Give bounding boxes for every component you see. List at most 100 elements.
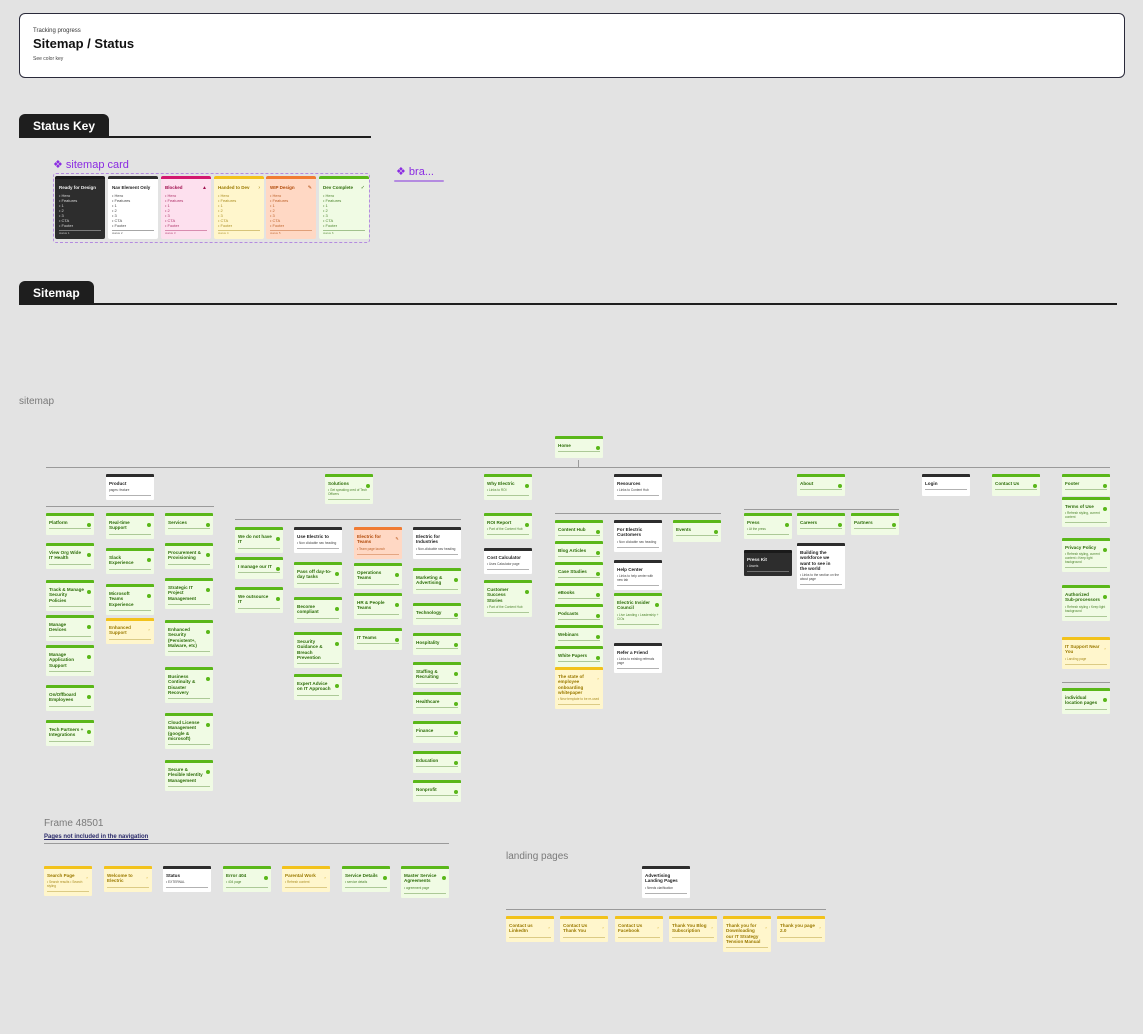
sitemap-card[interactable]: Staffing & Recruiting — [413, 662, 461, 688]
sitemap-card[interactable]: Events — [673, 520, 721, 542]
sitemap-card[interactable]: Expert Advice on IT Approach — [294, 674, 342, 700]
sitemap-card[interactable]: Hospitality — [413, 633, 461, 655]
sitemap-card[interactable]: We outsource IT — [235, 587, 283, 613]
sitemap-card[interactable]: eBooks — [555, 583, 603, 605]
sitemap-card[interactable]: We do not have IT — [235, 527, 283, 553]
sitemap-card[interactable]: Refer a Friend • Links to existing referr… — [614, 643, 662, 674]
sitemap-card[interactable]: Real-time Support — [106, 513, 154, 539]
sitemap-card[interactable]: Electric for Industries • Non-clickable n… — [413, 527, 461, 559]
sitemap-card[interactable]: For Electric Customers • Non clickable na… — [614, 520, 662, 552]
sitemap-tab[interactable]: Sitemap — [19, 281, 94, 303]
sitemap-card[interactable]: Careers — [797, 513, 845, 535]
sitemap-card[interactable]: Contact Us Facebook › — [615, 916, 663, 942]
sitemap-card[interactable]: Footer — [1062, 474, 1110, 496]
sitemap-card[interactable]: Enhanced Support › — [106, 618, 154, 644]
sitemap-card[interactable]: Finance — [413, 721, 461, 743]
sitemap-card[interactable]: Tech Partners + Integrations — [46, 720, 94, 746]
sitemap-card[interactable]: The state of employee onboarding whitepa… — [555, 667, 603, 710]
sitemap-card[interactable]: Press • At the press — [744, 513, 792, 540]
sitemap-card[interactable]: Advertising Landing Pages • Needs clarifi… — [642, 866, 690, 898]
sitemap-card[interactable]: Parental Work • Refresh content › — [282, 866, 330, 893]
sitemap-card[interactable]: Marketing & Advertising — [413, 568, 461, 594]
sitemap-card[interactable]: Privacy Policy • Refresh styling, current… — [1062, 538, 1110, 573]
sitemap-card[interactable]: Healthcare — [413, 692, 461, 714]
sitemap-card[interactable]: Partners — [851, 513, 899, 535]
landing-pages-label[interactable]: landing pages — [506, 851, 569, 862]
sitemap-card[interactable]: Cloud License Management (google & micro… — [165, 713, 213, 750]
status-key-card[interactable]: Nav Element Only • Hero • Features • 1 • 2… — [108, 176, 158, 239]
sitemap-card[interactable]: Content Hub — [555, 520, 603, 542]
sitemap-card[interactable]: IT Teams — [354, 628, 402, 650]
sitemap-card[interactable]: ROI Report • Part of the Content Hub — [484, 513, 532, 540]
sitemap-card[interactable]: Case Studies — [555, 562, 603, 584]
sitemap-card[interactable]: Education — [413, 751, 461, 773]
sitemap-card[interactable]: Why Electric • Links to ROI — [484, 474, 532, 501]
sitemap-frame-label[interactable]: sitemap — [19, 396, 55, 407]
sitemap-card[interactable]: Platform — [46, 513, 94, 535]
sitemap-card[interactable]: Service Details • service details — [342, 866, 390, 893]
sitemap-card[interactable]: Resources • Links to Content Hub — [614, 474, 662, 501]
sitemap-card[interactable]: On/Offboard Employees — [46, 685, 94, 711]
sitemap-card[interactable]: Search Page • Search results • Search sty… — [44, 866, 92, 897]
sitemap-card[interactable]: Security Guidance & Breach Prevention — [294, 632, 342, 669]
sitemap-card[interactable]: Operations Teams — [354, 563, 402, 589]
sitemap-card[interactable]: Help Center • Links to help center with n… — [614, 560, 662, 591]
sitemap-card-component-label[interactable]: ❖ sitemap card — [53, 159, 129, 171]
sitemap-card[interactable]: Contact Us Thank You › — [560, 916, 608, 942]
sitemap-card[interactable]: individual location pages — [1062, 688, 1110, 714]
status-key-card[interactable]: WIP Design • Hero • Features • 1 • 2 • 3 • … — [266, 176, 316, 239]
sitemap-card[interactable]: Authorized Sub-processors • Refresh styli… — [1062, 585, 1110, 621]
sitemap-card[interactable]: Strategic IT Project Management — [165, 578, 213, 609]
sitemap-card[interactable]: Login — [922, 474, 970, 496]
sitemap-card[interactable]: Product pages: feature — [106, 474, 154, 501]
sitemap-card[interactable]: Services — [165, 513, 213, 535]
sitemap-card[interactable]: Status • EXTERNAL — [163, 866, 211, 893]
sitemap-card[interactable]: Track & Manage Security Policies — [46, 580, 94, 611]
sitemap-card[interactable]: Become compliant — [294, 597, 342, 623]
status-key-card[interactable]: Dev Complete • Hero • Features • 1 • 2 • 3… — [319, 176, 369, 239]
sitemap-card[interactable]: Manage Devices — [46, 615, 94, 641]
sitemap-card[interactable]: Nonprofit — [413, 780, 461, 802]
sitemap-card[interactable]: IT Support Near You • Landing page › — [1062, 637, 1110, 669]
sitemap-card[interactable]: Building the workforce we want to see in… — [797, 543, 845, 590]
sitemap-card[interactable]: Technology — [413, 603, 461, 625]
status-key-card[interactable]: Blocked • Hero • Features • 1 • 2 • 3 • CTA… — [161, 176, 211, 239]
sitemap-card[interactable]: View Org Wide IT Health — [46, 543, 94, 569]
sitemap-card[interactable]: I manage our IT — [235, 557, 283, 579]
sitemap-card[interactable]: Cost Calculator • Uses Calculator page — [484, 548, 532, 575]
sitemap-card[interactable]: Business Continuity & Disaster Recovery — [165, 667, 213, 704]
sitemap-card[interactable]: Contact us LinkedIn › — [506, 916, 554, 942]
sitemap-card[interactable]: Enhanced Security (Persistent+, Malware,… — [165, 620, 213, 657]
sitemap-card[interactable]: Microsoft Teams Experience — [106, 584, 154, 615]
frame-48501-label[interactable]: Frame 48501 — [44, 818, 104, 829]
sitemap-card[interactable]: Podcasts — [555, 604, 603, 626]
sitemap-card[interactable]: Master Service Agreements • agreement pag… — [401, 866, 449, 898]
sitemap-card[interactable]: Terms of Use • Refresh styling, current c… — [1062, 497, 1110, 528]
sitemap-card[interactable]: Procurement & Provisioning — [165, 543, 213, 569]
sitemap-card[interactable]: Press Kit • Assets — [744, 550, 792, 577]
sitemap-card[interactable]: Blog Articles — [555, 541, 603, 563]
sitemap-card[interactable]: Webinars — [555, 625, 603, 647]
sitemap-card[interactable]: Secure & Flexible Identity Management — [165, 760, 213, 791]
status-key-tab[interactable]: Status Key — [19, 114, 110, 136]
status-key-card[interactable]: Handed to Dev • Hero • Features • 1 • 2 • … — [214, 176, 264, 239]
sitemap-card[interactable]: Use Electric to • Non clickable nav headi… — [294, 527, 342, 554]
sitemap-card[interactable]: About — [797, 474, 845, 496]
branch-component-label[interactable]: ❖ bra... — [396, 166, 434, 178]
sitemap-card[interactable]: Customer Success Stories • Part of the Co… — [484, 580, 532, 617]
sitemap-card[interactable]: Thank you page 2.0 › — [777, 916, 825, 942]
sitemap-card[interactable]: Thank you for Downloading our IT Strateg… — [723, 916, 771, 953]
sitemap-card[interactable]: White Papers — [555, 646, 603, 668]
sitemap-card[interactable]: Pass off day-to-day tasks — [294, 562, 342, 588]
sitemap-card[interactable]: Contact Us — [992, 474, 1040, 496]
sitemap-card[interactable]: Electric Insider Council • Live Landing •… — [614, 593, 662, 629]
sitemap-card[interactable]: Error 404 • 404 page — [223, 866, 271, 893]
sitemap-card[interactable]: Slack Experience — [106, 548, 154, 574]
sitemap-card[interactable]: Manage Application Support — [46, 645, 94, 676]
sitemap-card[interactable]: Home — [555, 436, 603, 458]
sitemap-card[interactable]: Welcome to Electric › — [104, 866, 152, 892]
status-key-card[interactable]: Ready for Design • Hero • Features • 1 • 2… — [55, 176, 105, 239]
sitemap-card[interactable]: Thank You Blog Subscription › — [669, 916, 717, 942]
sitemap-card[interactable]: HR & People Teams — [354, 593, 402, 619]
sitemap-card[interactable]: Solutions • Get speaking cred of Tech Off… — [325, 474, 373, 505]
